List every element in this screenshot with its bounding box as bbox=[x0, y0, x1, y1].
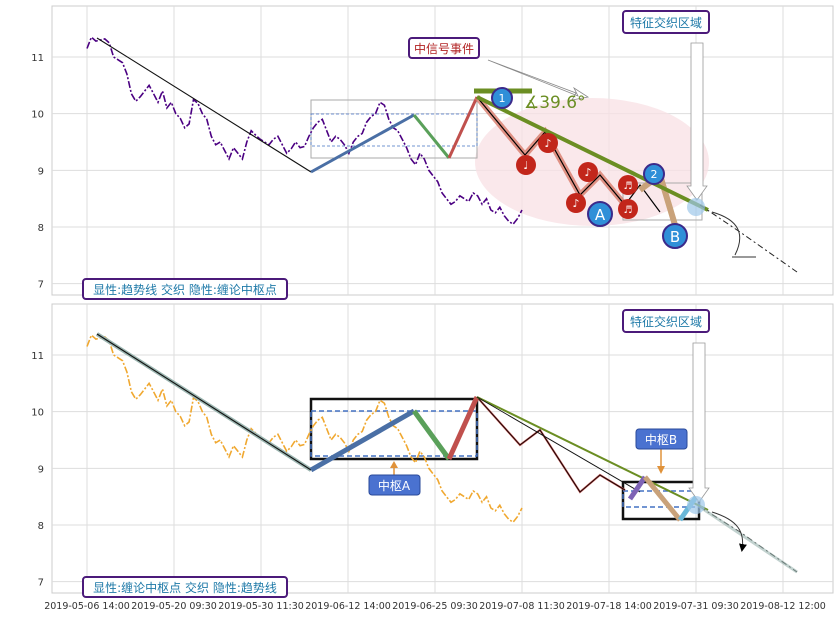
center-b-box bbox=[635, 428, 688, 450]
x-tick-label: 2019-06-25 09:30 bbox=[392, 601, 478, 612]
event-arrow bbox=[487, 59, 590, 101]
feature-callout-box-bottom bbox=[622, 309, 710, 333]
chan-stroke-purple-bottom bbox=[627, 475, 648, 501]
focus-ellipse bbox=[475, 98, 709, 226]
marker-1-label: 1 bbox=[499, 92, 506, 105]
bottom-y-axis: 7 8 9 10 11 bbox=[31, 351, 44, 589]
note-marker bbox=[516, 155, 536, 175]
chan-stroke-green-top bbox=[412, 114, 451, 159]
feature-callout-bottom: 特征交织区域 bbox=[630, 314, 702, 329]
down-stroke-outline bbox=[476, 96, 661, 213]
top-y-axis: 7 8 9 10 11 bbox=[31, 53, 44, 291]
chan-stroke-up-top bbox=[310, 113, 415, 174]
chan-stroke-red-bottom bbox=[446, 395, 480, 461]
y-tick-label: 9 bbox=[38, 166, 44, 177]
projection-curve-bottom bbox=[711, 511, 747, 552]
note-marker bbox=[566, 193, 586, 213]
center-a-label: 中枢A bbox=[378, 478, 411, 493]
note-markers: ♩ ♪ ♪ ♪ ♬ ♬ bbox=[516, 133, 638, 219]
marker-1 bbox=[491, 87, 513, 109]
highlight-dot-bottom bbox=[687, 496, 705, 514]
y-tick-label: 8 bbox=[38, 223, 44, 234]
projection-curve-top bbox=[711, 211, 741, 256]
feature-arrow-top bbox=[686, 42, 708, 201]
note-marker bbox=[618, 175, 638, 195]
top-zone-box-inner bbox=[310, 113, 478, 147]
dashdot-projection-top bbox=[699, 204, 798, 273]
olive-line-top bbox=[476, 95, 709, 212]
bottom-panel: 中枢A 中枢B 特征交织区域 显性:缠论中枢点 交织 隐性:趋势线 bbox=[82, 309, 798, 598]
center-b-pointer-head bbox=[657, 466, 665, 474]
center-a-box bbox=[368, 474, 421, 496]
x-tick-label: 2019-05-20 09:30 bbox=[131, 601, 217, 612]
x-tick-label: 2019-05-30 11:30 bbox=[218, 601, 304, 612]
x-axis: 2019-05-06 14:00 2019-05-20 09:30 2019-05-… bbox=[44, 601, 826, 612]
marker-a-label: A bbox=[595, 206, 606, 224]
chan-stroke-red-top bbox=[447, 96, 479, 159]
chan-stroke-up-bottom bbox=[309, 408, 416, 473]
legend-box-bottom bbox=[82, 576, 288, 598]
svg-text:♩: ♩ bbox=[523, 159, 528, 172]
marker-2-label: 2 bbox=[651, 168, 658, 181]
down-stroke-bottom-outline bbox=[476, 396, 626, 493]
note-marker bbox=[538, 133, 558, 153]
projection-shadow-bottom bbox=[699, 505, 798, 574]
svg-text:♬: ♬ bbox=[624, 205, 633, 216]
svg-text:♪: ♪ bbox=[584, 166, 591, 179]
svg-text:♪: ♪ bbox=[572, 197, 579, 210]
price-series-bottom bbox=[86, 333, 523, 524]
y-tick-label: 8 bbox=[38, 521, 44, 532]
x-tick-label: 2019-07-18 14:00 bbox=[566, 601, 652, 612]
trend-line-bottom-2 bbox=[476, 396, 641, 493]
x-tick-label: 2019-07-31 09:30 bbox=[653, 601, 739, 612]
legend-bottom: 显性:缠论中枢点 交织 隐性:趋势线 bbox=[93, 580, 277, 595]
chan-stroke-tan-bottom bbox=[643, 475, 682, 522]
angle-label: ∡39.6° bbox=[524, 93, 586, 113]
marker-2 bbox=[643, 163, 665, 185]
feature-arrow-bottom bbox=[688, 342, 710, 503]
marker-b-label: B bbox=[670, 228, 680, 246]
highlight-dot-top bbox=[687, 198, 705, 216]
y-tick-label: 10 bbox=[31, 408, 44, 419]
svg-text:♬: ♬ bbox=[624, 181, 633, 192]
y-tick-label: 9 bbox=[38, 464, 44, 475]
svg-text:♪: ♪ bbox=[544, 137, 551, 150]
olive-line-bottom bbox=[476, 396, 709, 511]
price-series-top bbox=[86, 35, 523, 226]
x-tick-label: 2019-07-08 11:30 bbox=[479, 601, 565, 612]
x-tick-label: 2019-06-12 14:00 bbox=[305, 601, 391, 612]
feature-callout-box-top bbox=[622, 10, 710, 34]
legend-top: 显性:趋势线 交织 隐性:缠论中枢点 bbox=[93, 282, 277, 297]
marker-b bbox=[662, 223, 688, 249]
y-tick-label: 10 bbox=[31, 110, 44, 121]
y-tick-label: 11 bbox=[31, 351, 44, 362]
center-b-label: 中枢B bbox=[645, 432, 677, 447]
note-marker bbox=[618, 199, 638, 219]
x-tick-label: 2019-05-06 14:00 bbox=[44, 601, 130, 612]
x-tick-label: 2019-08-12 12:00 bbox=[740, 601, 826, 612]
event-callout: 中信号事件 bbox=[414, 41, 474, 56]
trendline-down-bottom bbox=[96, 333, 312, 471]
note-marker bbox=[578, 162, 598, 182]
chan-stroke-green-bottom bbox=[411, 409, 452, 461]
feature-callout-top: 特征交织区域 bbox=[630, 15, 702, 30]
event-callout-box bbox=[408, 37, 480, 59]
marker-a bbox=[587, 201, 613, 227]
y-tick-label: 7 bbox=[38, 280, 44, 291]
center-box-a-inner bbox=[310, 410, 478, 457]
center-a-pointer-head bbox=[390, 461, 398, 468]
top-grid bbox=[52, 6, 833, 295]
trendline-down-top bbox=[96, 37, 312, 173]
y-tick-label: 7 bbox=[38, 578, 44, 589]
legend-box-top bbox=[82, 278, 288, 300]
top-panel: ♩ ♪ ♪ ♪ ♬ ♬ 1 2 A B ∡39.6° 中信号事件 特征交织区域 … bbox=[82, 10, 798, 300]
y-tick-label: 11 bbox=[31, 53, 44, 64]
